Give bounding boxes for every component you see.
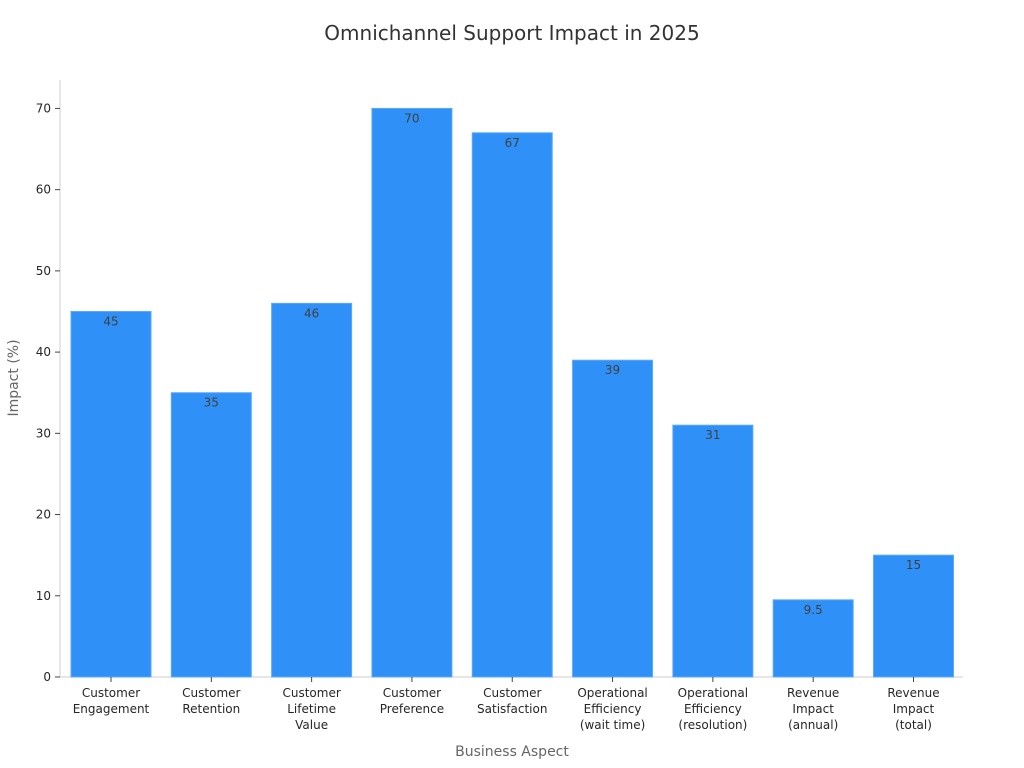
x-tick-label-line: (annual) [788,718,838,732]
y-tick-label: 70 [36,101,51,115]
x-tick-label-line: Customer [483,686,541,700]
x-tick-label: Customer Preference [380,686,444,716]
x-tick-label-line: (wait time) [580,718,646,732]
x-tick-label: Customer Engagement [73,686,150,716]
x-tick-label-line: Lifetime [287,702,336,716]
x-tick-label: Customer Satisfaction [477,686,547,716]
plot-area: 0 10 20 30 40 50 60 70 45 Customer Engagement 35 Cus… [36,80,963,732]
x-tick-label-line: Efficiency [584,702,642,716]
bar [70,310,152,678]
x-tick-label-line: Impact [893,702,935,716]
y-tick-label: 50 [36,264,51,278]
y-tick-label: 60 [36,183,51,197]
bar-value-label: 70 [404,111,419,125]
x-tick-label-line: Customer [182,686,240,700]
bar [170,392,252,678]
bar [572,359,654,678]
x-tick-label-line: Efficiency [684,702,742,716]
y-tick-label: 40 [36,345,51,359]
x-tick-label-line: Revenue [787,686,839,700]
bar [271,302,353,678]
x-tick-label-line: Preference [380,702,444,716]
bar-value-label: 46 [304,306,319,320]
bar [772,599,854,678]
bar [471,132,553,678]
x-tick-label: Customer Retention [182,686,240,716]
bar-value-label: 31 [705,428,720,442]
x-tick-label-line: Operational [577,686,647,700]
x-tick-label-line: Operational [678,686,748,700]
x-tick-label-line: Impact [792,702,834,716]
bar [672,424,754,678]
bar-value-label: 9.5 [804,603,823,617]
bar-value-label: 39 [605,363,620,377]
bar-value-label: 45 [103,314,118,328]
x-tick-label: Customer Lifetime Value [282,686,340,732]
bar-value-label: 15 [906,558,921,572]
y-tick-label: 10 [36,589,51,603]
bar-value-label: 67 [505,136,520,150]
x-tick-label-line: Value [295,718,328,732]
x-tick-label-line: Customer [282,686,340,700]
x-axis-label: Business Aspect [455,744,569,760]
x-tick-label-line: Engagement [73,702,150,716]
x-tick-label-line: (total) [895,718,932,732]
y-tick-label: 0 [43,670,51,684]
y-tick-label: 30 [36,426,51,440]
x-tick-label-line: Customer [383,686,441,700]
bar [873,554,954,678]
x-tick-label: Revenue Impact (total) [887,686,939,732]
x-tick-label: Operational Efficiency (wait time) [577,686,647,732]
bar [371,107,453,678]
x-tick-label-line: Customer [82,686,140,700]
chart-title: Omnichannel Support Impact in 2025 [324,21,699,45]
x-tick-label: Operational Efficiency (resolution) [678,686,748,732]
bar-value-label: 35 [204,396,219,410]
x-tick-label-line: (resolution) [678,718,747,732]
x-tick-label: Revenue Impact (annual) [787,686,839,732]
x-tick-label-line: Revenue [887,686,939,700]
y-axis-label: Impact (%) [6,339,22,416]
x-tick-label-line: Retention [182,702,240,716]
x-tick-label-line: Satisfaction [477,702,547,716]
y-tick-label: 20 [36,508,51,522]
